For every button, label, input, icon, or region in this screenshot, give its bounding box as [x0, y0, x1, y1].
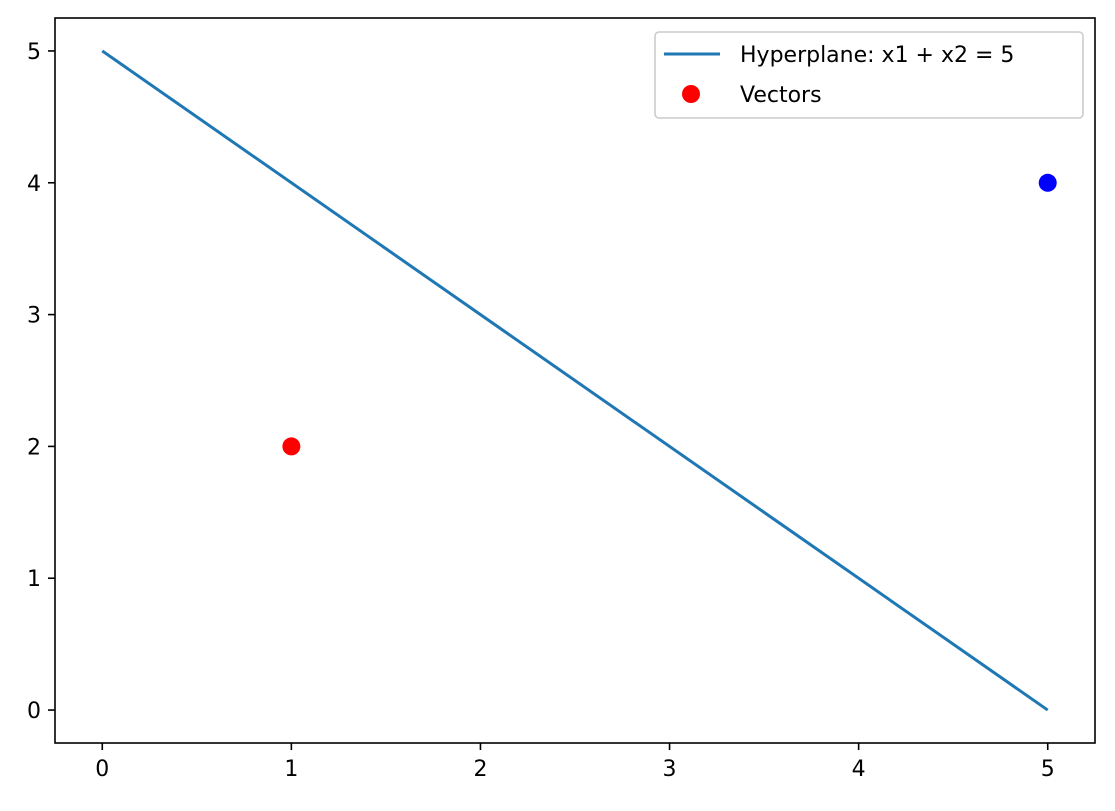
legend-box: [654, 31, 1084, 119]
x-tick-label: 0: [95, 757, 109, 782]
legend-marker-swatch: [682, 85, 700, 103]
vector-point: [1038, 173, 1057, 192]
x-tick-label: 5: [1041, 757, 1055, 782]
y-tick-label: 1: [27, 567, 41, 592]
x-axis-ticks: 0 1 2 3 4 5: [95, 743, 1055, 782]
x-tick-label: 1: [284, 757, 298, 782]
y-tick-label: 2: [27, 435, 41, 460]
x-tick-label: 4: [852, 757, 866, 782]
vector-point: [282, 437, 301, 456]
hyperplane-line: [101, 49, 1049, 712]
y-tick-label: 4: [27, 172, 41, 197]
legend-label-vectors: Vectors: [740, 83, 822, 108]
y-tick-label: 0: [27, 699, 41, 724]
legend: Hyperplane: x1 + x2 = 5 Vectors: [654, 31, 1084, 119]
plot-frame: [54, 17, 1096, 744]
series-layer: [101, 49, 1057, 712]
legend-label-hyperplane: Hyperplane: x1 + x2 = 5: [740, 43, 1014, 68]
y-tick-label: 3: [27, 304, 41, 329]
x-tick-label: 3: [663, 757, 677, 782]
x-tick-label: 2: [473, 757, 487, 782]
y-axis-ticks: 0 1 2 3 4 5: [27, 40, 55, 724]
y-tick-label: 5: [27, 40, 41, 65]
